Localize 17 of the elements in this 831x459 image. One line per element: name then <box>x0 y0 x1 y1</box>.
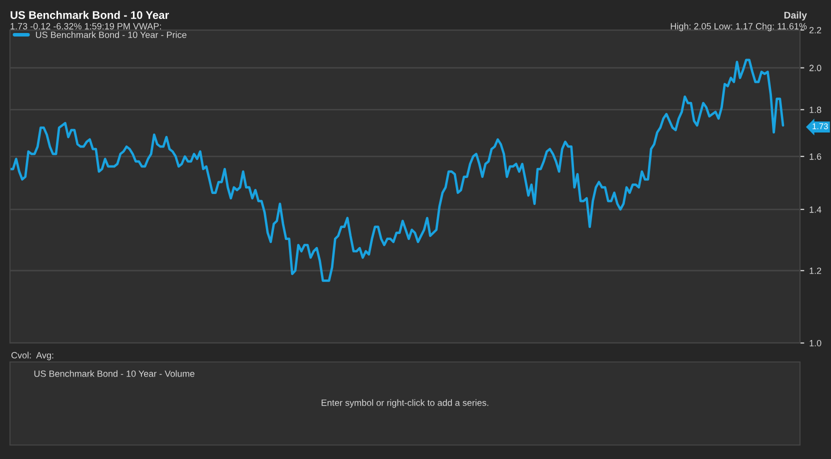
y-tick-label: 2.2 <box>809 26 822 34</box>
y-tick-label: 1.4 <box>810 206 822 213</box>
y-tick-label: 1.6 <box>810 153 822 160</box>
text: 1.73 <box>812 123 828 130</box>
chart-subtitle: 1.73 -0.12 -6.32% 1:59:19 PM VWAP: <box>10 23 161 30</box>
legend-label: US Benchmark Bond - 10 Year - Price <box>36 31 186 38</box>
y-tick-label: 1.2 <box>810 268 822 274</box>
text: US Benchmark Bond - 10 Year - Volume <box>34 370 194 377</box>
line-series <box>10 58 784 282</box>
y-tick-label: 1.0 <box>810 340 822 346</box>
chart-title: US Benchmark Bond - 10 Year <box>10 10 169 19</box>
text: Enter symbol or right-click to add a series. <box>322 399 488 408</box>
text: Cvol: Avg: <box>11 352 54 360</box>
y-tick-label: 2.0 <box>809 64 822 72</box>
y-tick-label: 1.8 <box>810 106 822 114</box>
text: Daily <box>784 11 807 21</box>
annotation: High: 2.05 Low: 1.17 Chg: 11.61% <box>670 22 807 32</box>
